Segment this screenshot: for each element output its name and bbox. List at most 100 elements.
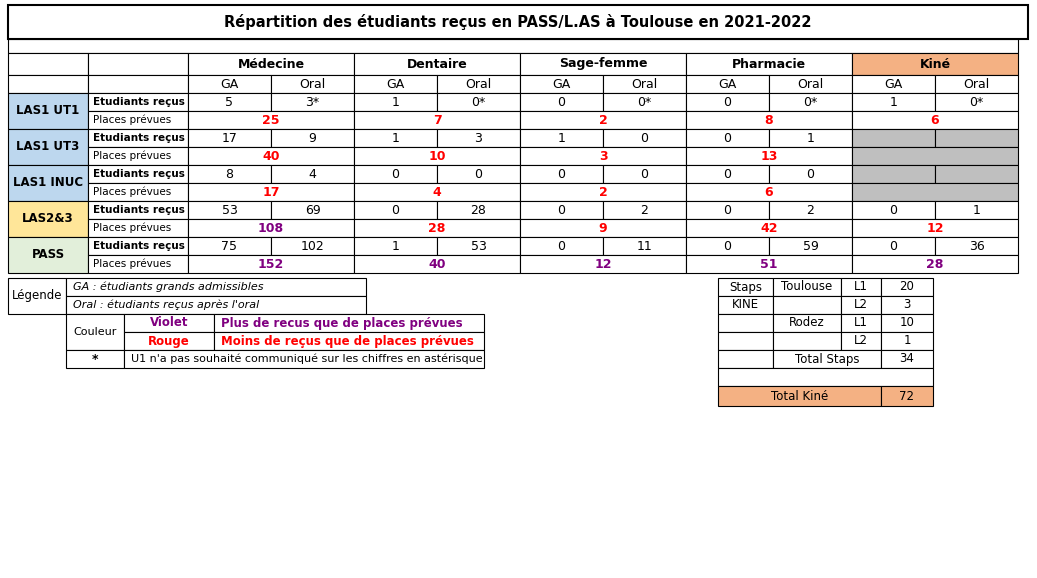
Text: 17: 17 — [222, 132, 237, 144]
Polygon shape — [124, 314, 214, 332]
Polygon shape — [437, 75, 520, 93]
Text: L1: L1 — [854, 280, 868, 294]
Polygon shape — [852, 147, 1018, 165]
Text: LAS1 INUC: LAS1 INUC — [12, 176, 83, 190]
Text: 12: 12 — [594, 258, 612, 271]
Polygon shape — [686, 129, 769, 147]
Text: 10: 10 — [899, 317, 915, 329]
Text: Pharmacie: Pharmacie — [732, 57, 806, 71]
Text: 1: 1 — [890, 95, 897, 109]
Polygon shape — [124, 350, 484, 368]
Text: 3: 3 — [475, 132, 482, 144]
Text: Oral: Oral — [632, 77, 657, 91]
Polygon shape — [718, 368, 933, 386]
Polygon shape — [718, 296, 773, 314]
Text: 0: 0 — [641, 168, 648, 180]
Text: PASS: PASS — [31, 249, 64, 261]
Text: Places prévues: Places prévues — [93, 187, 171, 197]
Polygon shape — [718, 332, 773, 350]
Text: 51: 51 — [760, 258, 778, 271]
Polygon shape — [852, 165, 935, 183]
Polygon shape — [686, 201, 769, 219]
Text: Places prévues: Places prévues — [93, 259, 171, 269]
Polygon shape — [881, 332, 933, 350]
Polygon shape — [88, 93, 188, 111]
Polygon shape — [520, 147, 686, 165]
Text: 1: 1 — [558, 132, 565, 144]
Text: 0: 0 — [558, 239, 565, 253]
Text: 4: 4 — [309, 168, 316, 180]
Polygon shape — [271, 129, 354, 147]
Polygon shape — [773, 314, 841, 332]
Polygon shape — [841, 314, 881, 332]
Text: L1: L1 — [854, 317, 868, 329]
Polygon shape — [602, 93, 686, 111]
Polygon shape — [66, 296, 366, 314]
Polygon shape — [88, 183, 188, 201]
Polygon shape — [354, 237, 437, 255]
Polygon shape — [602, 129, 686, 147]
Text: 1: 1 — [392, 95, 399, 109]
Polygon shape — [88, 53, 188, 75]
Polygon shape — [188, 201, 271, 219]
Polygon shape — [686, 255, 852, 273]
Text: 1: 1 — [973, 203, 980, 217]
Text: Places prévues: Places prévues — [93, 151, 171, 161]
Text: 1: 1 — [807, 132, 814, 144]
Polygon shape — [214, 314, 484, 332]
Polygon shape — [773, 332, 841, 350]
Text: 17: 17 — [262, 186, 280, 198]
Polygon shape — [718, 278, 773, 296]
Polygon shape — [354, 219, 520, 237]
Polygon shape — [354, 75, 437, 93]
Polygon shape — [188, 255, 354, 273]
Polygon shape — [437, 165, 520, 183]
Text: 36: 36 — [969, 239, 984, 253]
Text: Dentaire: Dentaire — [407, 57, 468, 71]
Polygon shape — [520, 53, 686, 75]
Polygon shape — [602, 75, 686, 93]
Polygon shape — [686, 165, 769, 183]
Polygon shape — [520, 75, 602, 93]
Text: Etudiants reçus: Etudiants reçus — [93, 169, 185, 179]
Text: 53: 53 — [222, 203, 237, 217]
Text: Plus de recus que de places prévues: Plus de recus que de places prévues — [221, 317, 463, 329]
Text: 0: 0 — [475, 168, 482, 180]
Polygon shape — [520, 219, 686, 237]
Polygon shape — [773, 296, 841, 314]
Text: Oral : étudiants reçus après l'oral: Oral : étudiants reçus après l'oral — [73, 300, 259, 310]
Polygon shape — [852, 75, 935, 93]
Polygon shape — [686, 183, 852, 201]
Polygon shape — [686, 93, 769, 111]
Polygon shape — [88, 201, 188, 219]
Text: 1: 1 — [903, 335, 910, 347]
Text: 0*: 0* — [638, 95, 651, 109]
Polygon shape — [354, 201, 437, 219]
Text: Kiné: Kiné — [920, 57, 951, 71]
Text: Etudiants reçus: Etudiants reçus — [93, 241, 185, 251]
Text: 2: 2 — [641, 203, 648, 217]
Polygon shape — [437, 129, 520, 147]
Polygon shape — [188, 129, 271, 147]
Text: 3: 3 — [903, 298, 910, 312]
Polygon shape — [88, 147, 188, 165]
Text: *: * — [91, 353, 99, 365]
Polygon shape — [188, 111, 354, 129]
Polygon shape — [271, 201, 354, 219]
Text: 53: 53 — [471, 239, 486, 253]
Polygon shape — [769, 165, 852, 183]
Polygon shape — [881, 296, 933, 314]
Polygon shape — [214, 332, 484, 350]
Text: 0: 0 — [724, 203, 731, 217]
Text: 0: 0 — [890, 203, 897, 217]
Polygon shape — [935, 201, 1018, 219]
Polygon shape — [354, 183, 520, 201]
Polygon shape — [354, 53, 520, 75]
Text: 3*: 3* — [306, 95, 319, 109]
Polygon shape — [66, 350, 124, 368]
Text: GA: GA — [221, 77, 239, 91]
Polygon shape — [852, 129, 935, 147]
Text: 9: 9 — [309, 132, 316, 144]
Text: L2: L2 — [854, 298, 868, 312]
Polygon shape — [520, 129, 602, 147]
